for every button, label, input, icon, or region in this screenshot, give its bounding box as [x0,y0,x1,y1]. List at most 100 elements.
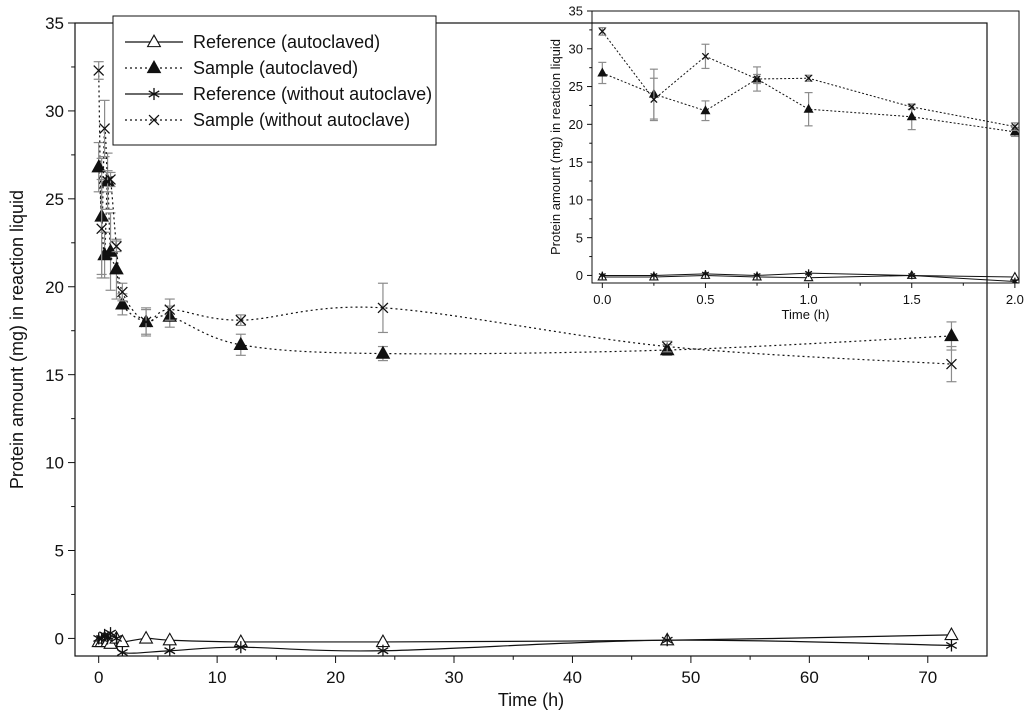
inset-data-point [753,75,761,83]
inset-data-point [650,95,658,104]
inset-x-tick-label: 0.5 [696,292,714,307]
legend-label: Sample (without autoclave) [193,110,410,130]
main-x-tick-label: 30 [445,668,464,687]
legend-entry-1: Sample (autoclaved) [125,58,358,78]
inset-data-point [701,52,710,60]
main-data-point [164,304,176,316]
legend-label: Sample (autoclaved) [193,58,358,78]
legend-entries: Reference (autoclaved) Sample (autoclaved… [125,32,432,130]
inset-y-axis: 0 5 10 15 20 25 30 35 [569,4,592,283]
main-data-point [110,632,123,645]
main-y-tick-label: 30 [45,102,64,121]
main-data-point [116,286,128,298]
inset-data-point [701,270,710,278]
inset-y-tick-label: 30 [569,41,583,56]
legend-entry-3: Sample (without autoclave) [125,110,410,130]
main-data-point [96,223,108,235]
main-x-axis-label: Time (h) [498,690,564,710]
main-y-tick-label: 5 [55,542,64,561]
main-data-point [138,630,154,644]
main-data-point [235,641,247,654]
main-x-tick-label: 10 [208,668,227,687]
main-data-point [944,328,959,342]
main-data-point [661,634,673,647]
main-series-line [98,70,952,365]
inset-data-point [598,27,606,36]
main-series-3 [93,61,957,383]
inset-data-point [650,271,658,280]
inset-data-point [597,67,608,77]
main-y-axis: 0 5 10 15 20 25 30 35 [45,14,75,649]
inset-series-2 [598,269,1019,283]
main-data-point [945,639,958,652]
main-data-point [109,261,124,275]
main-data-point [105,174,116,185]
inset-data-point [908,103,916,111]
inset-x-tick-label: 0.0 [593,292,611,307]
main-data-point [235,314,247,326]
main-data-point [91,159,107,173]
main-data-point [375,345,391,359]
main-data-point [116,646,128,656]
inset-y-tick-label: 5 [576,230,583,245]
inset-x-axis-label: Time (h) [782,307,830,322]
main-axes-frame [74,22,988,657]
inset-data-point [908,271,916,280]
inset-data-point [804,74,813,82]
inset-data-point [753,271,761,280]
main-x-tick-label: 70 [918,668,937,687]
main-data-point [164,644,176,656]
main-data-point [111,240,122,252]
inset-x-tick-label: 1.0 [800,292,818,307]
inset-x-tick-label: 2.0 [1006,292,1024,307]
legend-marker [146,34,162,48]
inset-data-point [1009,126,1019,136]
main-data-point [377,302,389,314]
main-y-tick-label: 15 [45,366,64,385]
main-data-point [102,175,113,187]
main-x-axis: 0 10 20 30 40 50 60 70 [94,656,937,687]
inset-y-tick-label: 15 [569,155,583,170]
legend-entry-0: Reference (autoclaved) [125,32,380,52]
main-y-tick-label: 10 [45,454,64,473]
main-data-point [140,316,152,328]
main-y-axis-label: Protein amount (mg) in reaction liquid [7,190,27,489]
legend-label: Reference (without autoclave) [193,84,432,104]
inset-y-axis-label: Protein amount (mg) in reaction liquid [548,39,563,255]
main-y-tick-label: 0 [55,630,64,649]
inset-data-point [598,271,606,280]
main-x-tick-label: 50 [681,668,700,687]
main-series-2 [93,627,958,656]
legend-label: Reference (autoclaved) [193,32,380,52]
main-x-tick-label: 60 [800,668,819,687]
main-data-point [233,336,249,350]
inset-y-tick-label: 25 [569,79,583,94]
main-plot-area [91,61,959,656]
legend-entry-2: Reference (without autoclave) [125,84,432,104]
inset-data-point [803,103,814,113]
inset-plot-area [597,27,1019,283]
main-x-tick-label: 40 [563,668,582,687]
inset-y-tick-label: 10 [569,193,583,208]
main-data-point [103,243,118,257]
legend-marker [148,87,160,101]
legend-marker [146,60,162,74]
inset-y-tick-label: 20 [569,117,583,132]
main-data-point [946,358,957,370]
main-x-tick-label: 20 [326,668,345,687]
main-data-point [115,296,130,310]
main-y-tick-label: 20 [45,278,64,297]
inset-x-axis: 0.0 0.5 1.0 1.5 2.0 [593,283,1024,307]
inset-data-point [906,111,917,121]
main-y-tick-label: 35 [45,14,64,33]
main-x-tick-label: 0 [94,668,103,687]
legend-marker [148,114,160,126]
inset-x-tick-label: 1.5 [903,292,921,307]
inset-y-tick-label: 0 [576,268,583,283]
inset-data-point [700,105,711,115]
inset-axes-frame [591,10,1020,284]
main-data-point [377,644,389,656]
